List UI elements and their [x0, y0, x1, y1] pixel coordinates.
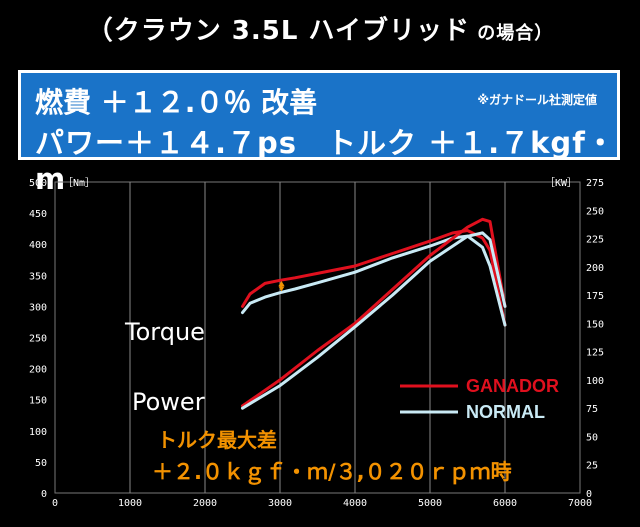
torque-diff-arrow-up [278, 281, 285, 287]
annotation-title: トルク最大差 [157, 428, 277, 452]
measurement-note: ※ガナドール社測定値 [477, 93, 597, 107]
y-right-tick-label: 0 [586, 489, 592, 500]
result-banner: 燃費 ＋１２.０％ 改善 ※ガナドール社測定値 パワー＋１４.７ps トルク ＋… [18, 70, 620, 196]
x-tick-label: 0 [52, 498, 58, 509]
y-right-tick-label: 250 [586, 206, 604, 217]
y-left-tick-label: 450 [29, 209, 47, 220]
x-tick-label: 3000 [268, 498, 292, 509]
series-line-ganador-power [241, 217, 507, 408]
y-left-tick-label: 350 [29, 271, 47, 282]
y-right-tick-label: 175 [586, 291, 604, 302]
y-left-tick-label: 50 [35, 458, 47, 469]
y-left-tick-label: 250 [29, 334, 47, 345]
series-line-normal-power [241, 231, 507, 410]
y-left-unit: ［Nm］ [63, 177, 95, 189]
x-tick-label: 1000 [118, 498, 142, 509]
legend-label-ganador: GANADOR [466, 376, 559, 396]
y-left-tick-label: 400 [29, 240, 47, 251]
fuel-economy-text: 燃費 ＋１２.０％ 改善 [35, 86, 318, 119]
y-left-tick-label: 200 [29, 365, 47, 376]
y-left-tick-label: 150 [29, 396, 47, 407]
legend-label-normal: NORMAL [466, 402, 545, 422]
y-right-tick-label: 50 [586, 432, 598, 443]
torque-diff-arrow-down [278, 286, 285, 292]
x-tick-label: 6000 [493, 498, 517, 509]
plot-border [54, 181, 581, 494]
y-left-tick-label: 500 [29, 178, 47, 189]
torque-label: Torque [124, 318, 205, 346]
y-right-tick-label: 275 [586, 178, 604, 189]
series-line-ganador-torque [241, 229, 507, 327]
x-tick-label: 2000 [193, 498, 217, 509]
y-left-tick-label: 300 [29, 302, 47, 313]
title-suffix: の場合） [469, 23, 554, 44]
y-right-tick-label: 225 [586, 235, 604, 246]
y-right-tick-label: 200 [586, 263, 604, 274]
power-label: Power [132, 388, 205, 416]
y-right-tick-label: 150 [586, 319, 604, 330]
y-right-tick-label: 100 [586, 376, 604, 387]
y-right-tick-label: 75 [586, 404, 598, 415]
x-tick-label: 7000 [568, 498, 592, 509]
title-main: （クラウン 3.5L ハイブリッド [86, 16, 470, 46]
power-torque-text: パワー＋１４.７ps トルク ＋１.７kgf・m [35, 126, 616, 196]
annotation-value: ＋２.０ｋｇｆ・ｍ/３,０２０ｒｐｍ時 [152, 460, 512, 485]
y-left-tick-label: 100 [29, 427, 47, 438]
x-tick-label: 5000 [418, 498, 442, 509]
page-title: （クラウン 3.5L ハイブリッド の場合） [0, 10, 640, 47]
y-right-unit: ［KW］ [545, 177, 577, 189]
y-right-tick-label: 25 [586, 461, 598, 472]
x-tick-label: 4000 [343, 498, 367, 509]
y-right-tick-label: 125 [586, 348, 604, 359]
series-line-normal-torque [241, 234, 507, 327]
y-left-tick-label: 0 [41, 489, 47, 500]
